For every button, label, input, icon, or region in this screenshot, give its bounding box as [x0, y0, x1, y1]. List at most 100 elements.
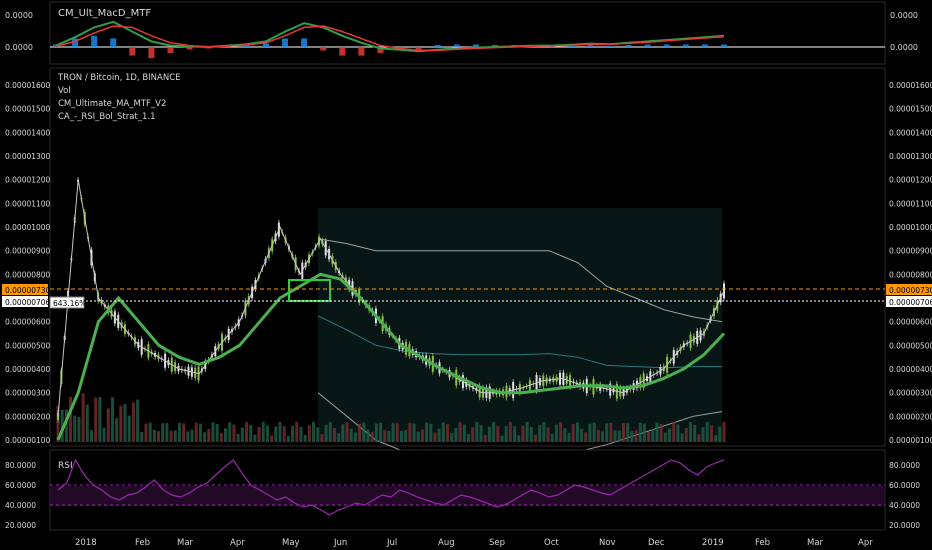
macd-histogram-bar [282, 38, 289, 47]
volume-bar [718, 426, 722, 442]
volume-bar [299, 426, 303, 442]
macd-histogram-bar [358, 47, 365, 56]
volume-bar [420, 429, 424, 442]
right-white-label: 0.00000706 [889, 298, 932, 307]
macd-histogram-bar [701, 44, 708, 47]
volume-bar [131, 402, 135, 442]
volume-bar [370, 431, 374, 442]
price-panel[interactable]: 0.00001600 0.00001500 0.00001400 0.00001300… [2, 67, 932, 460]
price-y-tick-right: 0.00000200 [889, 412, 932, 421]
volume-bar [249, 425, 253, 442]
volume-bar [362, 422, 366, 442]
volume-bar [90, 430, 94, 442]
volume-bar [374, 423, 378, 442]
volume-bar [349, 428, 353, 442]
macd-y-tick-top-right: 0.0000 [890, 11, 918, 20]
volume-bar [148, 422, 152, 442]
volume-bar [663, 432, 667, 442]
volume-bar [106, 408, 110, 442]
x-axis-label: Jun [333, 538, 347, 548]
x-axis-label: Nov [599, 538, 616, 548]
volume-bar [324, 424, 328, 442]
volume-bar [416, 431, 420, 442]
volume-bar [278, 422, 282, 442]
volume-bar [701, 427, 705, 442]
macd-panel[interactable]: CM_Ult_MacD_MTF 0.0000 0.0000 0.0000 0.0… [5, 1, 918, 65]
volume-bar [563, 428, 567, 442]
volume-bar [115, 418, 119, 442]
volume-bar [621, 423, 625, 442]
price-y-tick-right: 0.00001200 [889, 176, 932, 185]
volume-bar [102, 427, 106, 442]
x-axis-label: Feb [755, 538, 770, 548]
rsi-y-tick-right: 20.0000 [889, 521, 920, 530]
macd-histogram-bar [148, 47, 155, 59]
price-y-tick-right: 0.00000900 [889, 247, 932, 256]
volume-bar [517, 435, 521, 442]
price-y-tick-right: 0.00000600 [889, 318, 932, 327]
volume-bar [613, 430, 617, 442]
volume-bar [580, 428, 584, 442]
volume-bar [186, 431, 190, 442]
volume-bar [496, 425, 500, 442]
rsi-y-tick-right: 80.0000 [889, 461, 920, 470]
volume-bar [144, 423, 148, 442]
volume-bar [60, 409, 64, 442]
candle-body [57, 412, 59, 420]
volume-bar [136, 399, 140, 442]
volume-bar [542, 422, 546, 442]
volume-bar [659, 423, 663, 442]
volume-bar [261, 422, 265, 442]
rsi-title: RSI [58, 461, 73, 471]
macd-histogram-bar [301, 38, 308, 47]
left-orange-label: 0.00000730 [5, 286, 51, 295]
volume-bar [295, 422, 299, 442]
volume-bar [56, 406, 60, 442]
macd-histogram-bar [606, 46, 613, 47]
x-axis-label: Jul [386, 538, 397, 548]
volume-bar [282, 426, 286, 442]
macd-histogram-bar [472, 44, 479, 47]
volume-bar [85, 404, 89, 442]
volume-bar [446, 424, 450, 442]
macd-histogram-bar [320, 47, 327, 51]
volume-bar [684, 427, 688, 442]
volume-bar [647, 431, 651, 442]
volume-bar [257, 426, 261, 442]
macd-histogram-bar [415, 47, 422, 50]
macd-histogram-bar [682, 44, 689, 47]
volume-bar [450, 433, 454, 442]
left-white-badge [2, 296, 48, 307]
price-y-tick-left: 0.00001500 [5, 105, 51, 114]
rsi-panel[interactable]: RSI 80.0000 60.0000 40.0000 20.0000 80.0000… [5, 449, 920, 531]
volume-bar [81, 393, 85, 442]
volume-bar [693, 424, 697, 442]
volume-bar [634, 429, 638, 442]
volume-bar [316, 427, 320, 442]
volume-bar [638, 422, 642, 442]
legend-vol: Vol [58, 86, 71, 96]
volume-bar [140, 431, 144, 442]
price-y-tick-left: 0.00000500 [5, 341, 51, 350]
volume-bar [504, 426, 508, 442]
percent-label: 643.16% [53, 299, 86, 308]
volume-bar [203, 432, 207, 442]
volume-bar [534, 434, 538, 442]
volume-bar [722, 422, 726, 442]
volume-bar [228, 422, 232, 442]
volume-bar [676, 424, 680, 442]
volume-bar [705, 422, 709, 442]
volume-bar [127, 415, 131, 442]
price-y-tick-right: 0.00001000 [889, 223, 932, 232]
volume-bar [546, 427, 550, 442]
legend-ma: CM_Ultimate_MA_MTF_V2 [58, 99, 166, 109]
price-y-tick-left: 0.00001200 [5, 176, 51, 185]
volume-bar [525, 422, 529, 442]
volume-bar [609, 422, 613, 442]
volume-bar [399, 430, 403, 442]
x-axis-label: May [282, 538, 300, 548]
price-y-tick-right: 0.00001600 [889, 81, 932, 90]
rsi-y-tick-right: 40.0000 [889, 501, 920, 510]
bollinger-shade [318, 208, 722, 442]
